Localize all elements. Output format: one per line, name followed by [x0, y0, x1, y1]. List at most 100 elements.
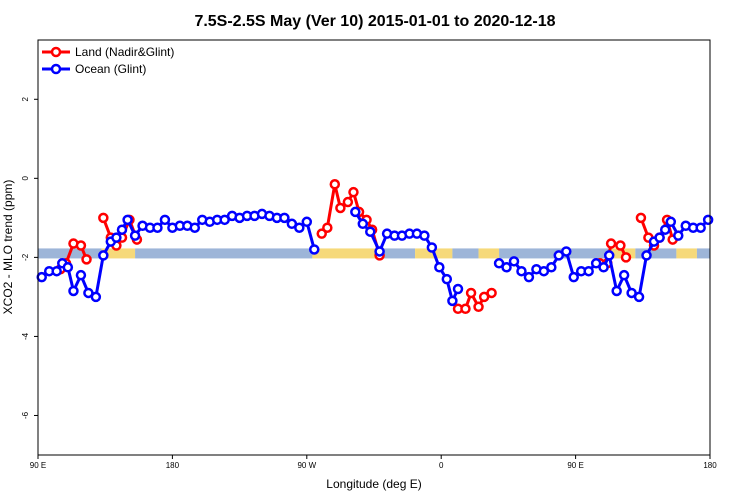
ocean-point [419, 230, 430, 241]
ocean-point [618, 269, 630, 281]
ocean-point [90, 291, 102, 303]
band-segment [101, 248, 136, 259]
ocean-point [633, 291, 645, 303]
ocean-point [673, 230, 684, 241]
land-series [55, 179, 678, 315]
ocean-point [641, 250, 652, 261]
plot-frame [37, 39, 711, 456]
x-tick-label: 90 W [297, 461, 316, 470]
ocean-point [365, 226, 376, 237]
ocean-point [68, 285, 79, 297]
land-point [465, 287, 477, 299]
series-layer [36, 179, 714, 315]
legend-ocean-label: Ocean (Glint) [75, 62, 146, 76]
ocean-point [111, 232, 122, 243]
land-point [348, 186, 359, 198]
legend-land-label: Land (Nadir&Glint) [75, 45, 174, 59]
ocean-point [98, 250, 109, 261]
ocean-point [702, 214, 714, 226]
ocean-point [611, 285, 622, 297]
band-segment [377, 248, 416, 259]
ocean-point [129, 230, 141, 241]
land-point [316, 228, 327, 239]
ocean-point [357, 218, 369, 230]
ocean-point [51, 265, 62, 277]
band-segment [676, 248, 697, 259]
ocean-point [152, 222, 163, 233]
y-tick-label: -6 [21, 411, 30, 419]
band-segment [635, 248, 677, 259]
ocean-point [309, 244, 320, 255]
land-point [478, 291, 490, 303]
ocean-point [426, 242, 438, 253]
y-axis-ticks: 2 0 -2 -4 -6 [21, 97, 38, 419]
x-axis-ticks: 90 E 180 90 W 0 90 E 180 [30, 455, 717, 470]
land-point [620, 252, 632, 263]
land-point [342, 196, 354, 208]
ocean-point [659, 224, 671, 235]
ocean-point [447, 295, 458, 307]
ocean-point [452, 283, 464, 295]
land-point [605, 238, 617, 249]
ocean-point [538, 265, 550, 277]
ocean-point [75, 269, 87, 281]
ocean-point [508, 256, 520, 267]
ocean-point [626, 287, 637, 299]
ocean-point [159, 214, 171, 226]
land-point [329, 179, 341, 190]
ocean-point [546, 262, 557, 273]
y-tick-label: 0 [21, 176, 30, 181]
ocean-point [441, 273, 453, 285]
band-segment [452, 248, 479, 259]
land-point [98, 212, 109, 224]
band-segment [478, 248, 500, 259]
land-point [615, 240, 626, 251]
x-tick-label: 90 E [567, 461, 583, 470]
ocean-point [523, 271, 535, 283]
ocean-point [561, 246, 572, 257]
chart-title: 7.5S-2.5S May (Ver 10) 2015-01-01 to 202… [194, 13, 555, 30]
ocean-point [598, 262, 609, 273]
ocean-point [286, 218, 298, 230]
y-tick-label: -4 [21, 332, 30, 340]
ocean-point [62, 262, 74, 273]
y-axis-label: XCO2 - MLO trend (ppm) [1, 180, 15, 315]
x-axis-label: Longitude (deg E) [326, 477, 421, 491]
ocean-point [189, 222, 201, 233]
ocean-point [493, 258, 505, 269]
land-point [335, 202, 346, 214]
ocean-point [374, 246, 385, 257]
band-segment [696, 248, 710, 259]
land-point [322, 222, 333, 233]
x-tick-label: 90 E [30, 461, 46, 470]
band-segment [312, 248, 378, 259]
ocean-point [294, 222, 305, 233]
ocean-point [603, 250, 615, 261]
land-point [486, 287, 497, 299]
x-tick-label: 180 [166, 461, 180, 470]
x-tick-label: 180 [703, 461, 717, 470]
ocean-series [36, 206, 714, 307]
ocean-point [590, 258, 602, 269]
land-point [473, 301, 484, 313]
ocean-point [122, 214, 133, 226]
ocean-point [695, 222, 706, 233]
ocean-point [301, 216, 313, 228]
legend-ocean-marker [50, 63, 62, 75]
ocean-point [83, 287, 94, 299]
land-point [81, 254, 92, 265]
ocean-point [516, 265, 527, 277]
ocean-point [501, 262, 512, 273]
legend: Land (Nadir&Glint) Ocean (Glint) [42, 45, 174, 76]
ocean-point [279, 212, 290, 224]
y-tick-label: 2 [21, 97, 30, 102]
land-line [320, 182, 382, 256]
ocean-point [665, 216, 677, 228]
ocean-point [116, 224, 128, 235]
land-point [635, 212, 647, 224]
ocean-point [434, 262, 445, 273]
land-point [75, 240, 87, 251]
ocean-point [350, 206, 361, 218]
ocean-point [568, 271, 579, 283]
